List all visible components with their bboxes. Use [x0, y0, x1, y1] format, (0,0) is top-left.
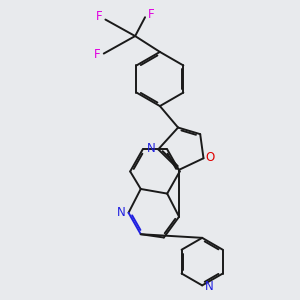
Text: N: N: [117, 206, 126, 219]
Text: F: F: [94, 48, 101, 61]
Text: F: F: [148, 8, 154, 21]
Text: N: N: [204, 280, 213, 292]
Text: N: N: [147, 142, 156, 155]
Text: F: F: [96, 11, 103, 23]
Text: O: O: [206, 151, 215, 164]
